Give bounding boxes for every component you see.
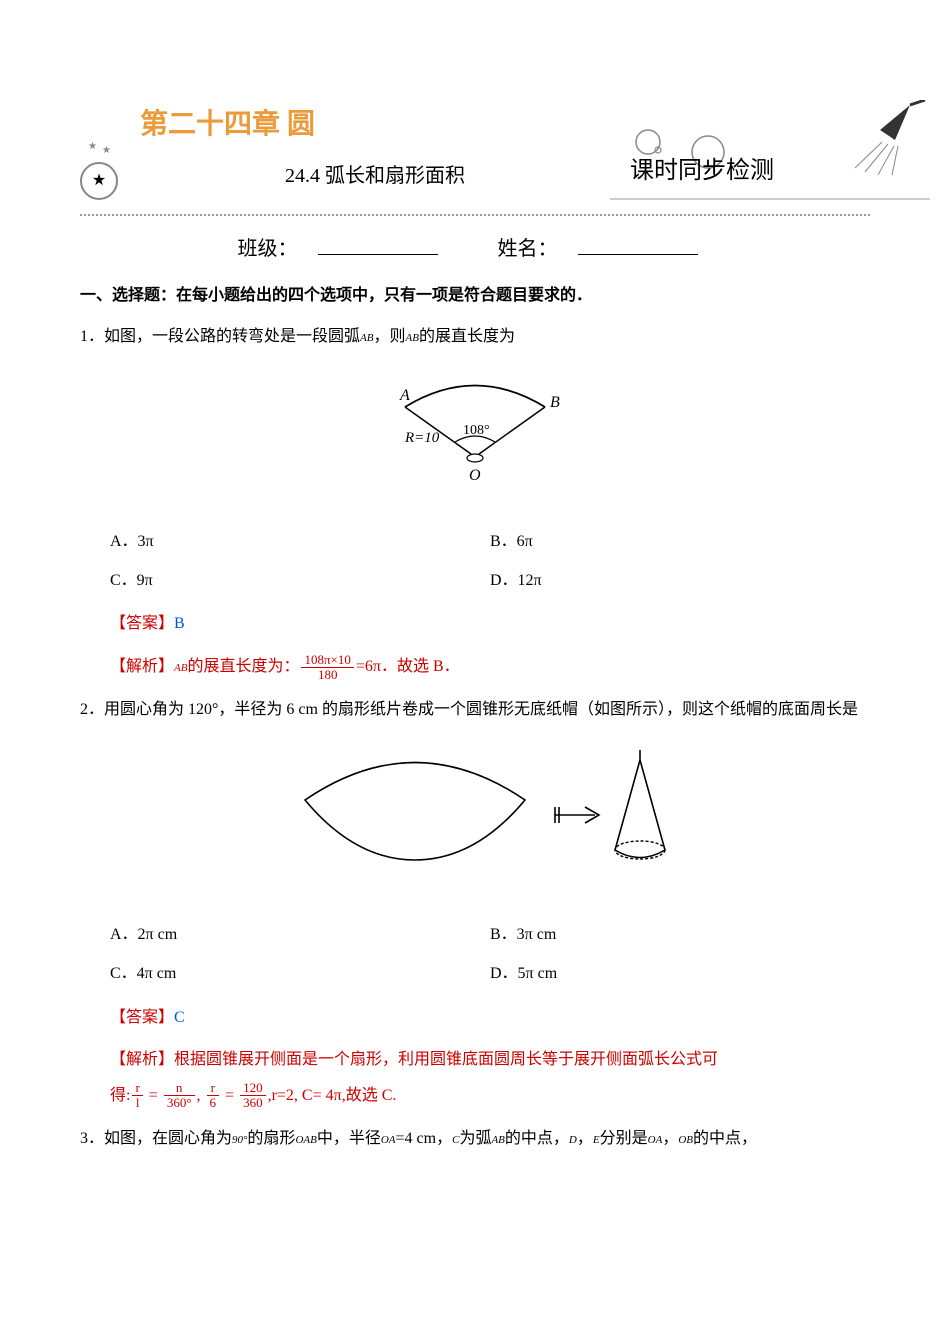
header-decoration: 课时同步检测 bbox=[610, 100, 930, 200]
star-icon: ★ bbox=[102, 142, 111, 160]
answer-letter: B bbox=[174, 615, 185, 632]
option-c: C．9π bbox=[110, 567, 490, 596]
fraction: n360° bbox=[164, 1081, 195, 1111]
q1-options: A．3π B．6π C．9π D．12π bbox=[80, 523, 870, 601]
q2-options: A．2π cm B．3π cm C．4π cm D．5π cm bbox=[80, 916, 870, 994]
star-icon: ★ bbox=[88, 138, 97, 156]
name-blank bbox=[578, 254, 698, 255]
arc-sub: AB bbox=[405, 332, 418, 344]
svg-text:O: O bbox=[469, 467, 481, 484]
q3-text: 3．如图，在圆心角为90°的扇形OAB中，半径OA=4 cm，C为弧AB的中点，… bbox=[80, 1125, 870, 1154]
sync-label: 课时同步检测 bbox=[630, 150, 774, 193]
q1-figure: A B R=10 108° O bbox=[80, 372, 870, 503]
name-fields: 班级： 姓名： bbox=[80, 231, 870, 267]
svg-text:R=10: R=10 bbox=[404, 430, 440, 446]
svg-text:B: B bbox=[550, 394, 560, 411]
worksheet-header: ★ ★ ★ 第二十四章 圆 24.4 弧长和扇形面积 课时同步检测 bbox=[80, 100, 870, 194]
svg-text:108°: 108° bbox=[463, 423, 490, 438]
fraction: 108π×10180 bbox=[301, 653, 353, 683]
option-b: B．3π cm bbox=[490, 921, 870, 950]
option-c: C．4π cm bbox=[110, 960, 490, 989]
q1-answer: 【答案】B bbox=[80, 610, 870, 639]
q2-explain: 【解析】根据圆锥展开侧面是一个扇形，利用圆锥底面圆周长等于展开侧面弧长公式可 得… bbox=[80, 1042, 870, 1112]
section-heading: 一、选择题：在每小题给出的四个选项中，只有一项是符合题目要求的． bbox=[80, 282, 870, 311]
star-circle-icon: ★ bbox=[80, 162, 118, 200]
class-label: 班级： bbox=[238, 238, 298, 260]
fraction: 120360 bbox=[240, 1081, 266, 1111]
arc-sub: AB bbox=[360, 332, 373, 344]
star-badge: ★ ★ ★ bbox=[80, 150, 130, 200]
question-3: 3．如图，在圆心角为90°的扇形OAB中，半径OA=4 cm，C为弧AB的中点，… bbox=[80, 1125, 870, 1154]
svg-text:A: A bbox=[399, 387, 410, 404]
answer-letter: C bbox=[174, 1009, 185, 1026]
q1-explain: 【解析】AB的展直长度为：108π×10180=6π．故选 B． bbox=[80, 649, 870, 684]
option-d: D．12π bbox=[490, 567, 870, 596]
option-a: A．3π bbox=[110, 528, 490, 557]
option-d: D．5π cm bbox=[490, 960, 870, 989]
fraction: r6 bbox=[207, 1081, 220, 1111]
lamp-icon bbox=[840, 100, 930, 191]
class-blank bbox=[318, 254, 438, 255]
option-b: B．6π bbox=[490, 528, 870, 557]
divider bbox=[80, 214, 870, 216]
question-2: 2．用圆心角为 120°，半径为 6 cm 的扇形纸片卷成一个圆锥形无底纸帽（如… bbox=[80, 696, 870, 1112]
q2-answer: 【答案】C bbox=[80, 1004, 870, 1033]
fraction: rl bbox=[132, 1081, 142, 1111]
q2-figure bbox=[80, 745, 870, 896]
name-label: 姓名： bbox=[498, 238, 558, 260]
q2-text: 2．用圆心角为 120°，半径为 6 cm 的扇形纸片卷成一个圆锥形无底纸帽（如… bbox=[80, 696, 870, 725]
q1-text: 1．如图，一段公路的转弯处是一段圆弧AB，则AB的展直长度为 bbox=[80, 323, 870, 352]
question-1: 1．如图，一段公路的转弯处是一段圆弧AB，则AB的展直长度为 A B R=10 … bbox=[80, 323, 870, 684]
option-a: A．2π cm bbox=[110, 921, 490, 950]
